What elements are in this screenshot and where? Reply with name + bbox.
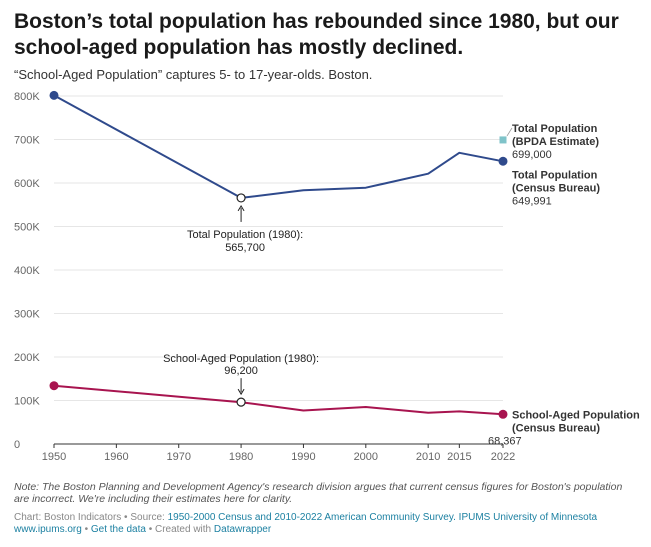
y-tick-label: 500K xyxy=(14,222,40,234)
school-aged-population-label: (Census Bureau) xyxy=(512,422,600,434)
y-tick-label: 800K xyxy=(14,91,40,103)
annotation-value: 565,700 xyxy=(225,242,265,254)
line-chart: 0 100K 200K 300K 400K 500K 600K 700K 800K 1950 196… xyxy=(14,90,640,463)
x-tick-label: 2022 xyxy=(491,451,515,463)
y-tick-label: 400K xyxy=(14,265,40,277)
source-link[interactable]: 1950-2000 Census and 2010-2022 American … xyxy=(167,512,598,523)
y-tick-label: 0 xyxy=(14,439,20,451)
bpda-leader-line xyxy=(506,127,513,137)
axes: 0 100K 200K 300K 400K 500K 600K 700K 800K 1950 196… xyxy=(14,91,515,463)
total-population-point xyxy=(49,90,59,100)
chart-note: Note: The Boston Planning and Developmen… xyxy=(14,481,623,505)
y-tick-label: 600K xyxy=(14,178,40,190)
school-aged-population-point xyxy=(49,381,59,391)
x-tick-label: 2010 xyxy=(416,451,440,463)
y-tick-label: 100K xyxy=(14,396,40,408)
gridlines xyxy=(54,95,503,401)
chart-footer: Chart: Boston Indicators • Source: 1950-… xyxy=(14,512,639,536)
x-tick-label: 1970 xyxy=(166,451,190,463)
y-tick-label: 700K xyxy=(14,135,40,147)
total-population-label: Total Population xyxy=(512,169,598,181)
datawrapper-link[interactable]: Datawrapper xyxy=(213,524,272,535)
footer-separator: • xyxy=(81,524,91,535)
annotation-marker xyxy=(236,397,246,407)
school-aged-population-label: School-Aged Population xyxy=(512,409,640,421)
school-aged-population-point xyxy=(498,409,508,419)
bpda-estimate-label: (BPDA Estimate) xyxy=(512,136,599,148)
x-tick-label: 2000 xyxy=(354,451,378,463)
x-tick-label: 1950 xyxy=(42,451,66,463)
chart-subtitle: “School-Aged Population” captures 5- to … xyxy=(14,67,373,82)
x-tick-label: 1990 xyxy=(291,451,315,463)
total-population-value: 649,991 xyxy=(512,195,552,207)
x-tick-label: 2015 xyxy=(447,451,471,463)
annotation-label: Total Population (1980): xyxy=(187,229,303,241)
annotation-arrowhead xyxy=(237,204,245,212)
annotation-arrowhead xyxy=(237,388,245,396)
annotation-marker xyxy=(236,193,246,203)
ipums-link[interactable]: www.ipums.org xyxy=(14,524,82,535)
x-tick-label: 1980 xyxy=(229,451,253,463)
school-aged-population-value: 68,367 xyxy=(488,435,522,447)
y-tick-label: 300K xyxy=(14,309,40,321)
annotation-label: School-Aged Population (1980): xyxy=(163,353,319,365)
bpda-estimate-value: 699,000 xyxy=(512,149,552,161)
series-lines xyxy=(49,90,513,419)
total-population-label: (Census Bureau) xyxy=(512,182,600,194)
total-population-point xyxy=(498,156,508,166)
bpda-estimate-label: Total Population xyxy=(512,123,598,135)
chart-title: Boston’s total population has rebounded … xyxy=(14,10,619,59)
footer-credit: Chart: Boston Indicators • Source: xyxy=(14,512,168,523)
footer-created: • Created with xyxy=(145,524,214,535)
series-labels: Total Population(BPDA Estimate)699,000To… xyxy=(488,123,640,447)
annotations: Total Population (1980):565,700 School-Ag… xyxy=(163,193,319,407)
y-tick-label: 200K xyxy=(14,352,40,364)
get-data-link[interactable]: Get the data xyxy=(90,524,146,535)
x-tick-label: 1960 xyxy=(104,451,128,463)
bpda-estimate-marker xyxy=(499,136,507,144)
annotation-value: 96,200 xyxy=(224,365,258,377)
